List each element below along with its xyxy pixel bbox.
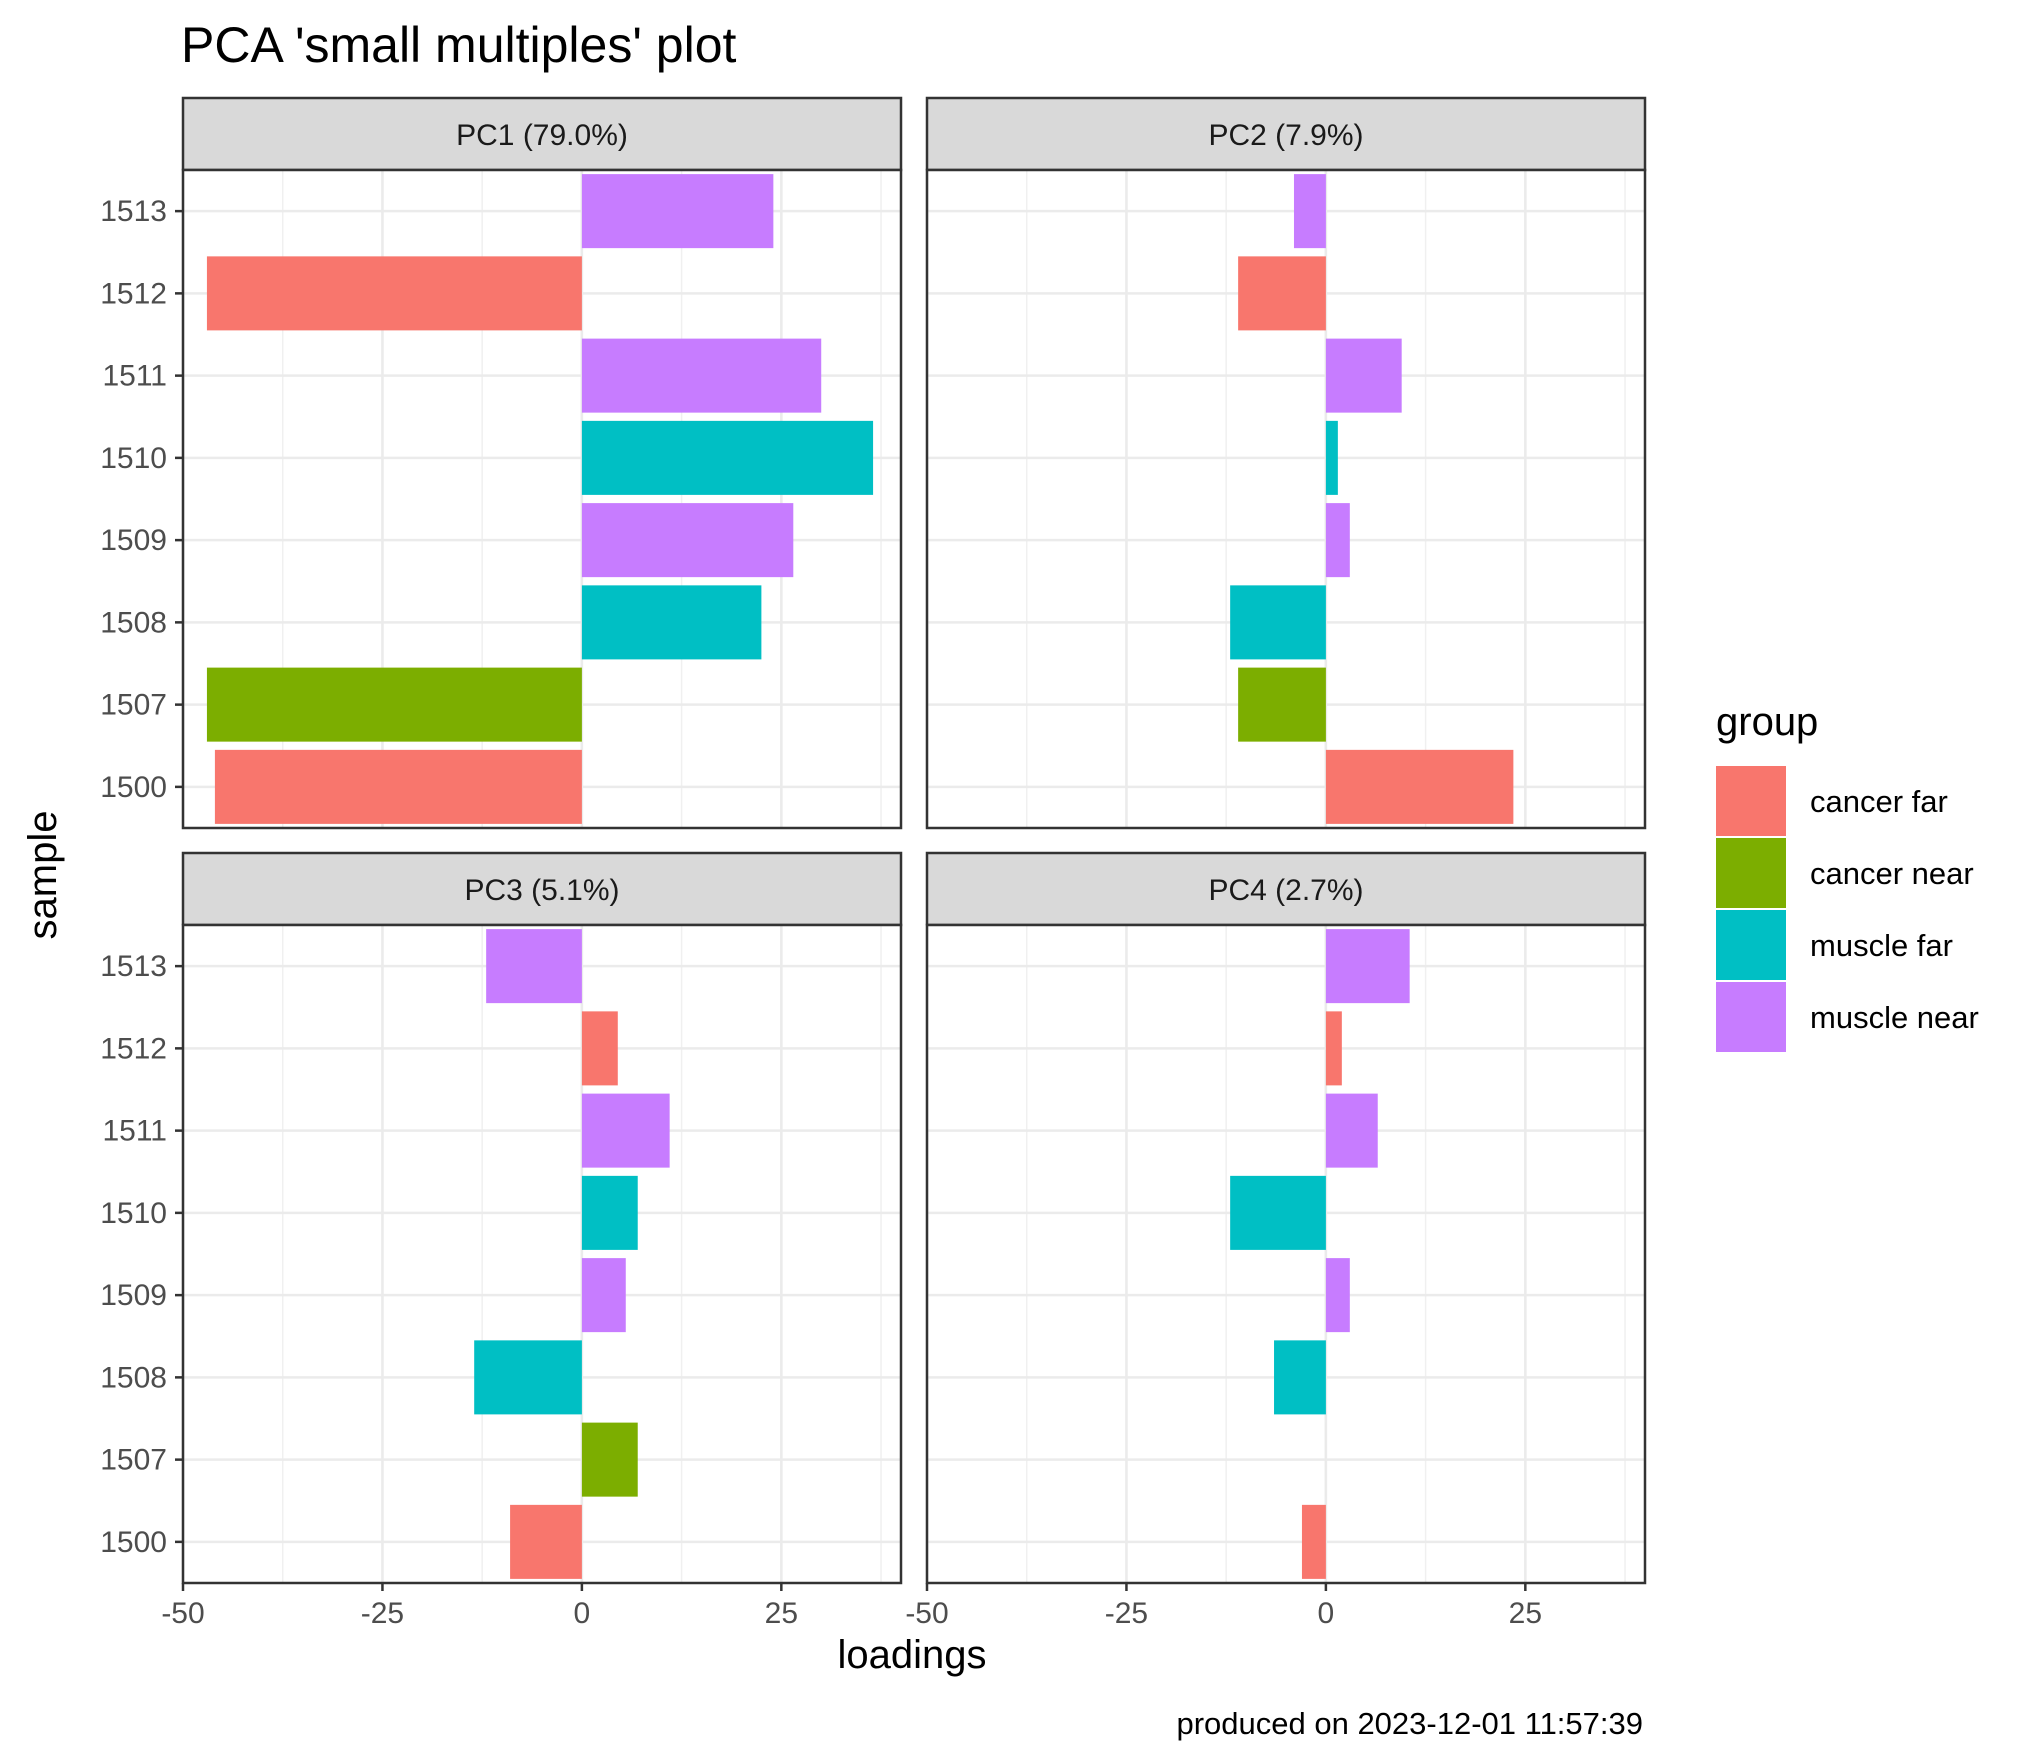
panel-background	[183, 925, 901, 1583]
x-tick-label: 0	[1318, 1597, 1335, 1630]
facet-panel: PC2 (7.9%)	[925, 96, 1647, 830]
legend-title: group	[1716, 700, 1818, 744]
facet-strip-label: PC4 (2.7%)	[1208, 874, 1363, 907]
bar	[1238, 667, 1326, 742]
x-tick-label: -25	[1105, 1597, 1148, 1630]
bar	[581, 1011, 618, 1086]
x-tick-label: -50	[161, 1597, 204, 1630]
bar	[486, 929, 582, 1004]
y-tick-label: 1513	[100, 950, 167, 983]
y-tick-label: 1508	[100, 1361, 167, 1394]
facet-panel: PC4 (2.7%) -50 -25 0 25	[905, 851, 1647, 1630]
y-tick-label: 1509	[100, 1279, 167, 1312]
facet-strip-label: PC1 (79.0%)	[456, 119, 628, 152]
bar	[510, 1504, 582, 1579]
y-tick-label: 1507	[100, 1444, 167, 1477]
bar	[206, 667, 582, 742]
x-tick-label: 25	[765, 1597, 798, 1630]
bar	[474, 1340, 582, 1415]
bar	[1230, 585, 1326, 660]
bar	[1325, 503, 1350, 578]
legend-label: cancer near	[1810, 856, 1974, 891]
y-tick-label: 1507	[100, 689, 167, 722]
legend-key	[1716, 910, 1786, 980]
y-tick-label: 1510	[100, 442, 167, 475]
x-tick-label: 0	[574, 1597, 591, 1630]
y-tick-label: 1500	[100, 771, 167, 804]
y-tick-label: 1513	[100, 195, 167, 228]
y-tick-label: 1510	[100, 1197, 167, 1230]
y-tick-label: 1512	[100, 1032, 167, 1065]
panels: PC1 (79.0%) 1500 1507 1508 1509 1510 1511 1512 1…	[100, 96, 1647, 1630]
bar	[1238, 256, 1326, 331]
y-tick-label: 1500	[100, 1526, 167, 1559]
legend-label: muscle far	[1810, 928, 1953, 963]
y-tick-label: 1512	[100, 277, 167, 310]
legend-key	[1716, 838, 1786, 908]
bar	[1325, 749, 1514, 824]
bar	[1325, 1258, 1350, 1333]
facet-panel: PC3 (5.1%) 1500 1507 1508 1509 1510 1511 1512 15…	[100, 851, 903, 1630]
bar	[1325, 1011, 1342, 1086]
facet-strip	[925, 851, 1647, 927]
x-tick-label: 25	[1509, 1597, 1542, 1630]
legend-key	[1716, 982, 1786, 1052]
facet-strip	[181, 851, 903, 927]
legend-key	[1716, 766, 1786, 836]
facet-panel: PC1 (79.0%) 1500 1507 1508 1509 1510 1511 1512 1…	[100, 96, 903, 830]
bar	[1325, 420, 1338, 495]
chart-title: PCA 'small multiples' plot	[181, 17, 737, 73]
bar	[1301, 1504, 1326, 1579]
bar	[1230, 1175, 1326, 1250]
panel-border	[181, 923, 903, 1585]
bar	[1325, 338, 1402, 413]
panel-border	[925, 923, 1647, 1585]
y-axis-title: sample	[21, 811, 65, 940]
bar	[581, 1422, 638, 1497]
x-axis-title: loadings	[837, 1633, 986, 1677]
bar	[1293, 174, 1326, 249]
bar	[214, 749, 582, 824]
bar	[206, 256, 582, 331]
panel-border	[181, 168, 903, 830]
bar	[581, 338, 822, 413]
legend-label: muscle near	[1810, 1000, 1979, 1035]
bar	[581, 585, 762, 660]
bar	[581, 503, 794, 578]
y-tick-label: 1511	[102, 1115, 167, 1148]
panel-border	[925, 168, 1647, 830]
caption: produced on 2023-12-01 11:57:39	[1176, 1706, 1643, 1741]
bar	[581, 1093, 670, 1168]
facet-strip	[181, 96, 903, 172]
bar	[581, 420, 874, 495]
bar	[581, 174, 774, 249]
bar	[581, 1258, 626, 1333]
bar	[1274, 1340, 1326, 1415]
facet-strip-label: PC2 (7.9%)	[1208, 119, 1363, 152]
y-tick-label: 1509	[100, 524, 167, 557]
facet-strip	[925, 96, 1647, 172]
legend: group cancer far cancer near muscle far mus…	[1716, 700, 1979, 1052]
legend-label: cancer far	[1810, 784, 1948, 819]
bar	[1325, 929, 1410, 1004]
bar	[581, 1175, 638, 1250]
panel-background	[927, 925, 1645, 1583]
x-tick-label: -50	[905, 1597, 948, 1630]
y-tick-label: 1511	[102, 360, 167, 393]
facet-strip-label: PC3 (5.1%)	[464, 874, 619, 907]
x-tick-label: -25	[361, 1597, 404, 1630]
bar	[1325, 1093, 1378, 1168]
y-tick-label: 1508	[100, 606, 167, 639]
